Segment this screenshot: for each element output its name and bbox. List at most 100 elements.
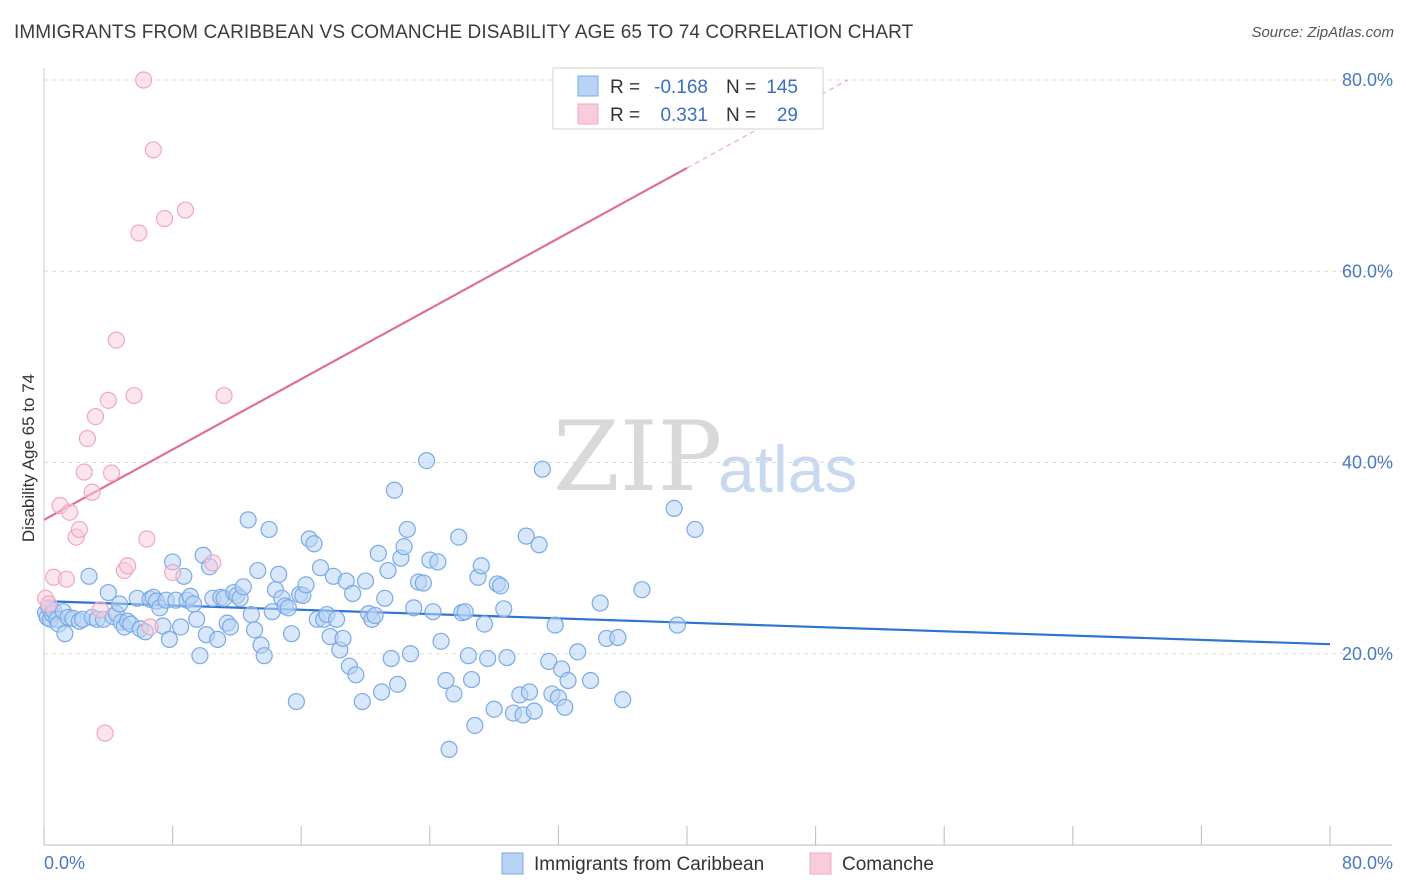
data-point-caribbean — [668, 616, 686, 634]
data-point-caribbean — [255, 647, 273, 665]
y-tick-label: 80.0% — [1342, 70, 1393, 90]
data-point-caribbean — [569, 643, 587, 661]
data-point-caribbean — [546, 616, 564, 634]
data-point-caribbean — [633, 581, 651, 599]
data-point-comanche — [107, 331, 125, 349]
data-point-caribbean — [385, 481, 404, 499]
data-point-caribbean — [479, 649, 497, 668]
data-point-caribbean — [414, 574, 432, 592]
data-point-caribbean — [437, 671, 455, 690]
data-point-caribbean — [282, 625, 301, 643]
data-point-caribbean — [191, 647, 209, 665]
data-point-caribbean — [110, 595, 129, 613]
data-point-caribbean — [401, 645, 420, 663]
data-point-caribbean — [184, 595, 203, 613]
legend-swatch-caribbean — [577, 75, 599, 97]
data-point-caribbean — [376, 589, 394, 607]
data-point-comanche — [70, 520, 88, 539]
data-point-caribbean — [525, 702, 543, 720]
data-point-caribbean — [56, 625, 74, 643]
data-point-caribbean — [498, 648, 516, 667]
data-point-caribbean — [456, 603, 474, 621]
data-point-caribbean — [160, 630, 178, 649]
data-point-caribbean — [556, 698, 574, 716]
data-point-comanche — [78, 429, 97, 448]
data-point-caribbean — [372, 683, 391, 701]
data-point-caribbean — [344, 584, 362, 603]
trend-line-caribbean — [43, 600, 1331, 646]
data-point-comanche — [61, 503, 79, 521]
data-point-caribbean — [466, 716, 484, 735]
data-point-caribbean — [369, 544, 387, 562]
legend-n-value-caribbean: 145 — [766, 77, 798, 98]
data-point-comanche — [86, 408, 105, 426]
data-point-caribbean — [429, 553, 447, 571]
data-point-comanche — [155, 210, 174, 228]
series-legend-label-comanche: Comanche — [842, 854, 934, 875]
legend-n-value-comanche: 29 — [777, 105, 798, 126]
series-legend-swatch-comanche — [809, 852, 832, 875]
legend-r-label: R = — [610, 77, 640, 98]
y-tick-label: 40.0% — [1342, 453, 1393, 473]
data-point-caribbean — [311, 559, 330, 577]
data-point-comanche — [40, 595, 58, 613]
data-point-caribbean — [389, 675, 407, 693]
data-point-comanche — [144, 141, 162, 159]
x-tick-label: 80.0% — [1342, 853, 1393, 873]
data-point-caribbean — [356, 572, 375, 590]
y-axis-title: Disability Age 65 to 74 — [19, 374, 38, 542]
watermark-zip: ZIP — [553, 401, 722, 513]
legend-r-value-caribbean: -0.168 — [654, 77, 708, 98]
data-point-caribbean — [80, 567, 98, 585]
data-point-caribbean — [591, 594, 609, 612]
data-point-caribbean — [609, 628, 627, 647]
data-point-comanche — [164, 563, 182, 582]
data-point-caribbean — [382, 649, 400, 668]
stats-legend: R = -0.168 N = 145 R = 0.331 N = 29 — [552, 67, 824, 130]
data-point-comanche — [83, 483, 101, 501]
data-point-caribbean — [334, 629, 352, 648]
data-point-caribbean — [379, 561, 397, 580]
data-point-caribbean — [440, 740, 458, 758]
grid-lines — [44, 79, 1392, 655]
data-point-comanche — [176, 201, 195, 219]
data-point-caribbean — [249, 561, 267, 580]
data-point-caribbean — [366, 606, 384, 625]
data-point-comanche — [102, 464, 121, 482]
data-point-caribbean — [686, 520, 704, 539]
legend-n-label: N = — [726, 105, 756, 126]
data-point-comanche — [130, 224, 148, 242]
data-point-caribbean — [559, 671, 577, 690]
data-point-caribbean — [188, 610, 206, 628]
data-point-caribbean — [221, 618, 240, 636]
data-point-caribbean — [517, 527, 535, 545]
data-point-caribbean — [614, 691, 632, 709]
data-point-caribbean — [665, 499, 683, 517]
data-point-caribbean — [462, 670, 481, 689]
data-point-caribbean — [459, 647, 477, 665]
data-point-caribbean — [540, 652, 558, 671]
data-point-comanche — [215, 386, 233, 405]
data-point-caribbean — [234, 578, 252, 596]
axes — [43, 68, 1392, 846]
data-point-caribbean — [491, 577, 510, 595]
data-point-caribbean — [475, 615, 494, 633]
data-point-caribbean — [270, 565, 288, 583]
data-point-comanche — [75, 463, 93, 481]
data-point-caribbean — [472, 557, 490, 575]
legend-swatch-comanche — [577, 103, 599, 125]
chart-source: Source: ZipAtlas.com — [1251, 24, 1394, 41]
data-point-comanche — [99, 391, 117, 409]
data-point-comanche — [138, 530, 156, 548]
data-point-comanche — [118, 557, 137, 575]
data-point-comanche — [135, 71, 153, 89]
watermark-atlas: atlas — [718, 432, 857, 506]
chart-title: IMMIGRANTS FROM CARIBBEAN VS COMANCHE DI… — [14, 22, 914, 43]
data-point-comanche — [141, 618, 159, 636]
data-point-caribbean — [242, 605, 260, 624]
watermark: ZIP atlas — [553, 401, 857, 513]
comanche-points — [37, 71, 233, 742]
data-point-caribbean — [209, 630, 227, 649]
data-point-comanche — [96, 724, 114, 742]
